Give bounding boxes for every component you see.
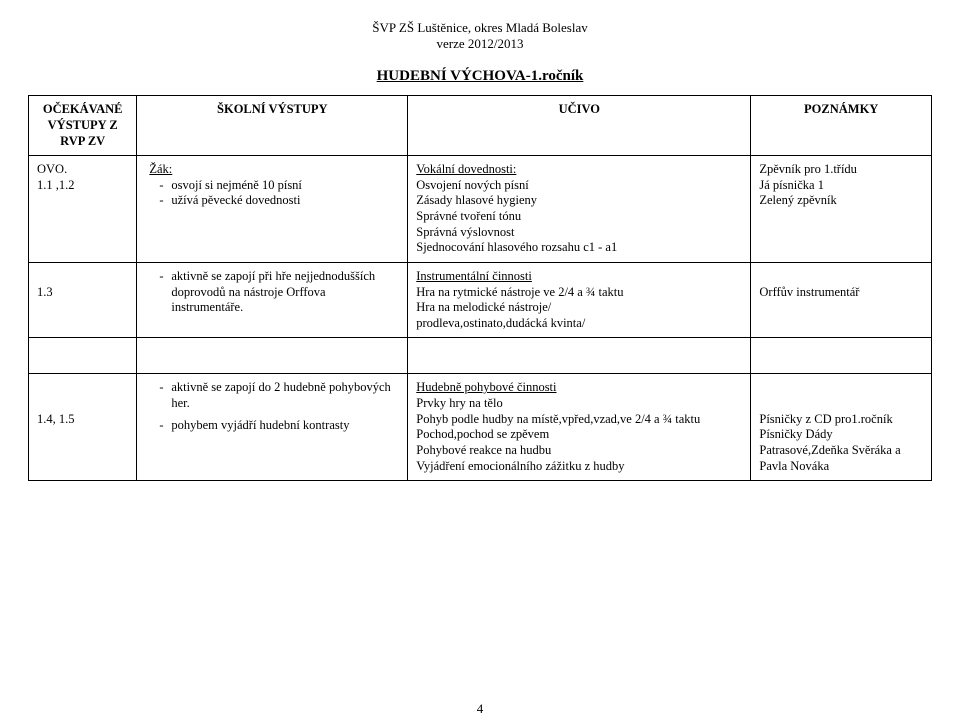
th-ovo-line1: OČEKÁVANÉ — [43, 102, 123, 116]
th-ovo-line2: VÝSTUPY Z RVP ZV — [48, 118, 118, 148]
cell-ucivo: Instrumentální činnosti Hra na rytmické … — [408, 262, 751, 338]
sv-item: užívá pěvecké dovednosti — [159, 193, 399, 209]
table-row: OVO.1.1 ,1.2 Žák: osvojí si nejméně 10 p… — [29, 156, 932, 263]
page-number: 4 — [28, 701, 932, 717]
ucivo-line: Zásady hlasové hygieny — [416, 193, 537, 207]
cell-sv: Žák: osvojí si nejméně 10 písní užívá pě… — [137, 156, 408, 263]
table-spacer — [29, 338, 932, 374]
ucivo-line: Správná výslovnost — [416, 225, 514, 239]
th-skolni-vystupy: ŠKOLNÍ VÝSTUPY — [137, 96, 408, 156]
table-header-row: OČEKÁVANÉ VÝSTUPY Z RVP ZV ŠKOLNÍ VÝSTUP… — [29, 96, 932, 156]
cell-poznamky: Zpěvník pro 1.třídu Já písnička 1 Zelený… — [751, 156, 932, 263]
sv-item: pohybem vyjádří hudební kontrasty — [159, 418, 399, 434]
ucivo-heading: Vokální dovednosti: — [416, 162, 516, 176]
section-title: HUDEBNÍ VÝCHOVA-1.ročník — [28, 67, 932, 86]
ucivo-line: Vyjádření emocionálního zážitku z hudby — [416, 459, 624, 473]
table-row: 1.3 aktivně se zapojí při hře nejjednodu… — [29, 262, 932, 338]
poz-line: Orffův instrumentář — [759, 285, 859, 299]
sv-item: osvojí si nejméně 10 písní — [159, 178, 399, 194]
doc-school-title: ŠVP ZŠ Luštěnice, okres Mladá Boleslav — [28, 20, 932, 36]
ucivo-line: Prvky hry na tělo — [416, 396, 502, 410]
ucivo-line: Hra na rytmické nástroje ve 2/4 a ¾ takt… — [416, 285, 623, 299]
ucivo-line: Pohyb podle hudby na místě,vpřed,vzad,ve… — [416, 412, 700, 426]
ucivo-heading: Hudebně pohybové činnosti — [416, 380, 556, 394]
ovo-code: 1.4, 1.5 — [37, 412, 75, 426]
ucivo-line: Hra na melodické nástroje/ — [416, 300, 551, 314]
poz-line: Zpěvník pro 1.třídu — [759, 162, 857, 176]
ucivo-line: Správné tvoření tónu — [416, 209, 521, 223]
ovo-code: 1.3 — [37, 285, 53, 299]
doc-version: verze 2012/2013 — [28, 36, 932, 52]
sv-zak-label: Žák: — [145, 162, 172, 176]
ucivo-line: Pohybové reakce na hudbu — [416, 443, 551, 457]
cell-sv: aktivně se zapojí při hře nejjednoduššíc… — [137, 262, 408, 338]
ucivo-line: Pochod,pochod se zpěvem — [416, 427, 549, 441]
cell-ovo: 1.4, 1.5 — [29, 374, 137, 481]
cell-ucivo: Hudebně pohybové činnosti Prvky hry na t… — [408, 374, 751, 481]
cell-poznamky: Orffův instrumentář — [751, 262, 932, 338]
th-ucivo: UČIVO — [408, 96, 751, 156]
ucivo-line: Sjednocování hlasového rozsahu c1 - a1 — [416, 240, 617, 254]
cell-poznamky: Písničky z CD pro1.ročník Písničky Dády … — [751, 374, 932, 481]
cell-ovo: 1.3 — [29, 262, 137, 338]
sv-item: aktivně se zapojí při hře nejjednoduššíc… — [159, 269, 399, 316]
ucivo-line: Osvojení nových písní — [416, 178, 529, 192]
table-row: 1.4, 1.5 aktivně se zapojí do 2 hudebně … — [29, 374, 932, 481]
ucivo-line: prodleva,ostinato,dudácká kvinta/ — [416, 316, 585, 330]
th-poznamky: POZNÁMKY — [751, 96, 932, 156]
ucivo-heading: Instrumentální činnosti — [416, 269, 532, 283]
ovo-code: OVO.1.1 ,1.2 — [37, 162, 75, 192]
poz-line: Písničky Dády Patrasové,Zdeňka Svěráka a… — [759, 427, 900, 472]
poz-line: Písničky z CD pro1.ročník — [759, 412, 892, 426]
sv-item: aktivně se zapojí do 2 hudebně pohybovýc… — [159, 380, 399, 411]
cell-sv: aktivně se zapojí do 2 hudebně pohybovýc… — [137, 374, 408, 481]
cell-ovo: OVO.1.1 ,1.2 — [29, 156, 137, 263]
curriculum-table: OČEKÁVANÉ VÝSTUPY Z RVP ZV ŠKOLNÍ VÝSTUP… — [28, 95, 932, 481]
poz-line: Zelený zpěvník — [759, 193, 836, 207]
th-ovo: OČEKÁVANÉ VÝSTUPY Z RVP ZV — [29, 96, 137, 156]
cell-ucivo: Vokální dovednosti: Osvojení nových písn… — [408, 156, 751, 263]
poz-line: Já písnička 1 — [759, 178, 824, 192]
